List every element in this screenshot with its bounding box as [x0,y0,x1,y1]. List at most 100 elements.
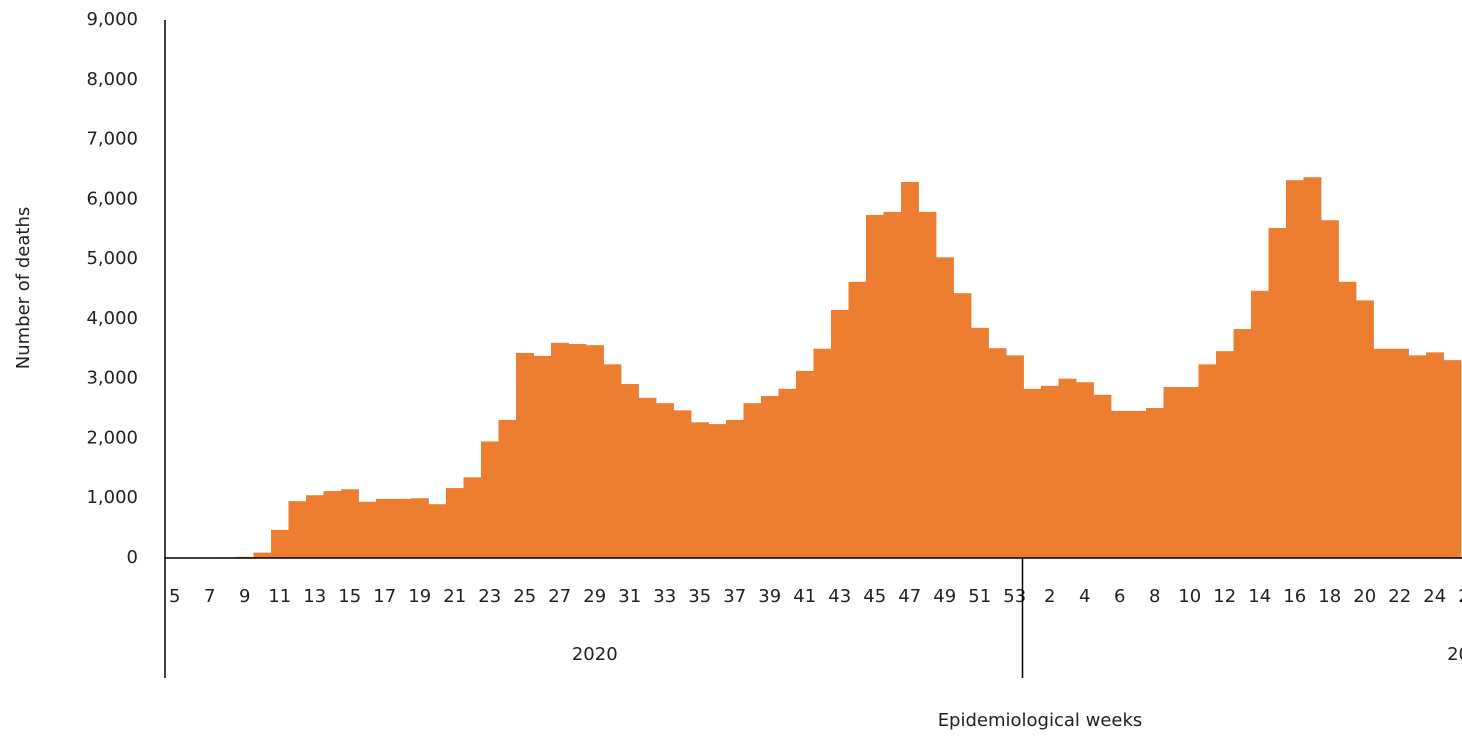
bar [1146,407,1164,558]
bar [516,352,534,558]
bar [1303,177,1322,558]
y-tick-label: 2,000 [86,427,138,448]
y-tick-label: 1,000 [86,487,138,508]
bar [1391,348,1409,558]
bar [883,211,902,559]
x-tick-label: 18 [1318,586,1341,607]
y-tick-label: 0 [127,547,138,568]
bar [1408,355,1427,558]
bar [306,495,324,558]
bar [411,498,429,558]
x-tick-label: 22 [1388,586,1411,607]
x-tick-label: 19 [408,586,431,607]
x-tick-label: 47 [898,586,921,607]
x-tick-label: 53 [1003,586,1026,607]
bar [691,422,709,558]
x-tick-label: 10 [1178,586,1201,607]
bar [971,327,989,558]
bar [1128,410,1147,558]
bar [918,211,937,559]
y-tick-label: 6,000 [86,188,138,209]
bar [341,489,359,558]
bar [866,214,884,558]
bar [323,491,342,558]
x-tick-label: 13 [303,586,326,607]
x-tick-label: 20 [1353,586,1376,607]
bar [848,281,867,558]
y-tick-label: 7,000 [86,129,138,150]
x-tick-label: 51 [968,586,991,607]
bar [586,345,604,558]
bar [1181,387,1199,558]
bar [1006,355,1024,558]
x-tick-label: 31 [618,586,641,607]
bar [1041,385,1059,558]
x-tick-label: 16 [1283,586,1306,607]
bar [656,403,674,558]
group-label: 2020 [572,644,618,665]
bar [1356,300,1374,558]
bar [901,181,919,558]
bar [813,348,832,558]
bar [988,348,1007,558]
bar [358,501,377,558]
x-tick-label: 41 [793,586,816,607]
y-tick-label: 3,000 [86,368,138,389]
bar [551,342,569,558]
x-tick-label: 24 [1423,586,1446,607]
bar [428,504,447,558]
bar [1023,388,1042,558]
x-tick-label: 11 [268,586,291,607]
bar [1321,220,1339,558]
bar [568,343,587,558]
x-tick-label: 33 [653,586,676,607]
bar [481,441,499,558]
x-tick-label: 29 [583,586,606,607]
bar [1373,348,1392,558]
x-tick-label: 8 [1149,586,1160,607]
bar [288,501,307,558]
bar [621,384,639,558]
y-tick-label: 9,000 [86,9,138,30]
bar [743,403,762,558]
x-tick-label: 7 [204,586,215,607]
bar [533,355,552,558]
y-axis-title: Number of deaths [13,207,34,369]
bar [603,364,622,558]
x-tick-label: 17 [373,586,396,607]
bar [1426,352,1444,558]
x-tick-label: 12 [1213,586,1236,607]
bar [831,309,849,558]
x-tick-label: 39 [758,586,781,607]
y-tick-label: 8,000 [86,69,138,90]
group-label: 2021 [1447,644,1462,665]
bar [726,419,744,558]
bar [708,424,727,558]
bar [271,529,289,558]
x-tick-label: 37 [723,586,746,607]
x-tick-label: 14 [1248,586,1271,607]
y-tick-label: 5,000 [86,248,138,269]
bar [1216,351,1234,558]
x-tick-label: 9 [239,586,250,607]
bar [953,293,972,558]
bar [1443,360,1462,558]
bar [638,397,657,558]
x-tick-label: 21 [443,586,466,607]
bar [1163,387,1182,558]
bar [463,477,482,558]
bar [936,257,954,558]
x-tick-label: 26 [1458,586,1462,607]
x-tick-label: 25 [513,586,536,607]
x-axis-title: Epidemiological weeks [938,710,1143,731]
bar [796,370,814,558]
bar [393,498,412,558]
x-tick-label: 4 [1079,586,1090,607]
x-tick-label: 23 [478,586,501,607]
bar [1233,329,1252,558]
bar [1111,410,1129,558]
x-tick-label: 15 [338,586,361,607]
bar [1338,281,1357,558]
